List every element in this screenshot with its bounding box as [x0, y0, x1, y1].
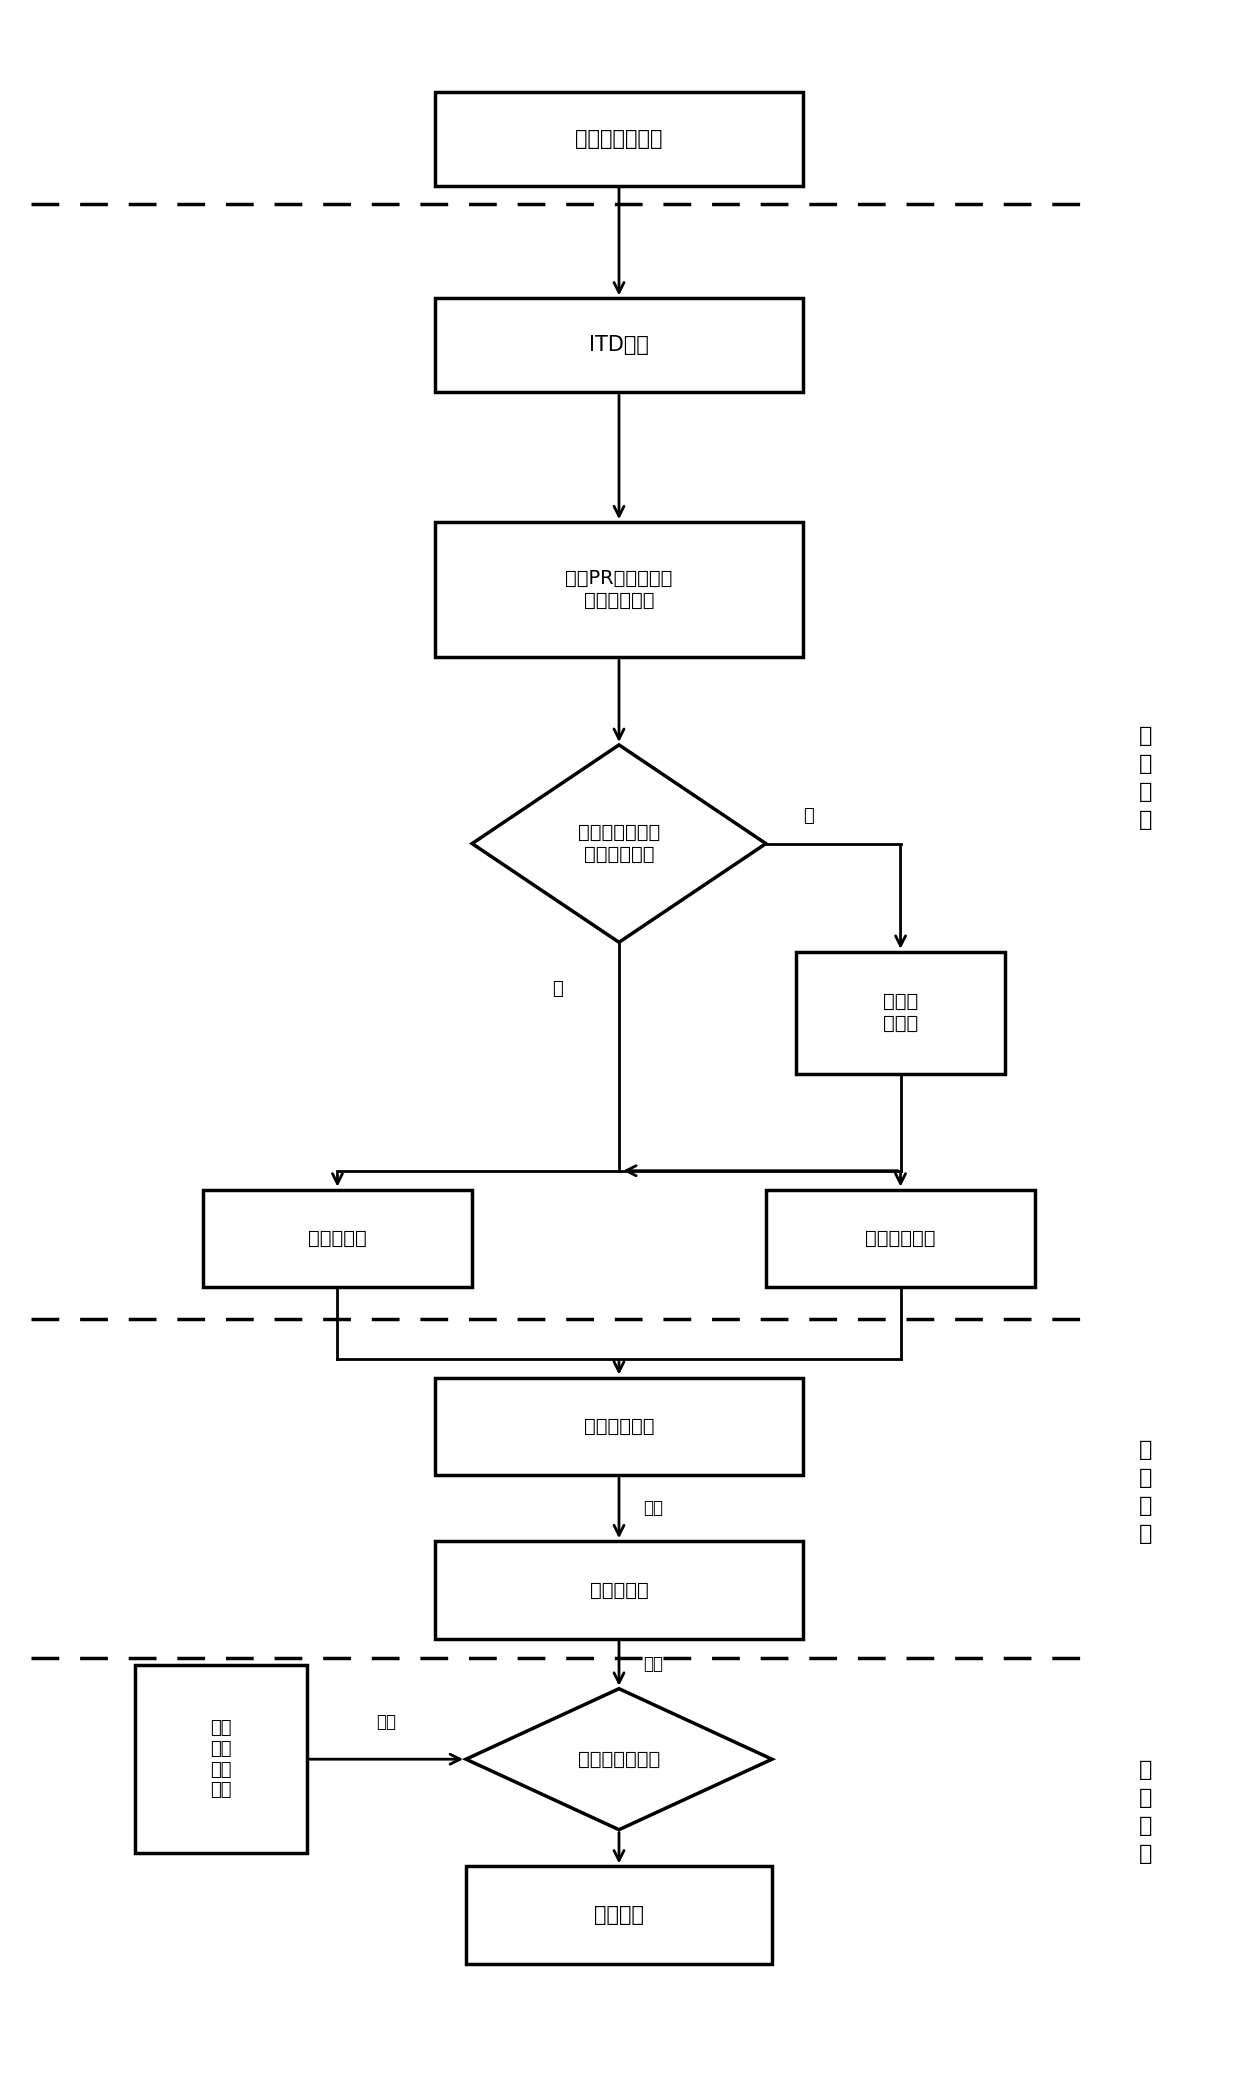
FancyBboxPatch shape — [436, 298, 802, 391]
Polygon shape — [472, 745, 766, 943]
Text: 故
障
识
别: 故 障 识 别 — [1139, 1759, 1153, 1863]
FancyBboxPatch shape — [135, 1666, 307, 1853]
Text: 测试
集的
主元
特征: 测试 集的 主元 特征 — [210, 1720, 232, 1799]
Text: 降维: 降维 — [644, 1499, 664, 1518]
Text: 计算PR分量与原信
号的相关系数: 计算PR分量与原信 号的相关系数 — [566, 568, 672, 610]
FancyBboxPatch shape — [766, 1189, 1035, 1287]
FancyBboxPatch shape — [436, 1378, 802, 1476]
Text: 主
元
分
析: 主 元 分 析 — [1139, 1441, 1153, 1545]
FancyBboxPatch shape — [203, 1189, 472, 1287]
Text: 是: 是 — [552, 981, 563, 997]
Text: 训练: 训练 — [644, 1655, 664, 1672]
Text: ITD分解: ITD分解 — [589, 335, 649, 356]
Text: 验证: 验证 — [376, 1713, 396, 1730]
Text: 剔除虚
假分量: 剔除虚 假分量 — [883, 993, 919, 1033]
Polygon shape — [465, 1689, 773, 1830]
Text: 核主成分分析: 核主成分分析 — [584, 1418, 654, 1437]
Text: 否: 否 — [803, 808, 815, 824]
Text: 设定阈值并判断
是否超过阈值: 设定阈值并判断 是否超过阈值 — [578, 822, 660, 864]
Text: 特
征
提
取: 特 征 提 取 — [1139, 727, 1153, 831]
Text: 训练集振动信号: 训练集振动信号 — [576, 129, 662, 148]
Text: 计算时域特征: 计算时域特征 — [865, 1228, 936, 1247]
FancyBboxPatch shape — [796, 951, 1004, 1074]
Text: 输出结果: 输出结果 — [594, 1905, 644, 1926]
FancyBboxPatch shape — [465, 1865, 773, 1963]
Text: 主元特征集: 主元特征集 — [589, 1580, 649, 1599]
Text: 计算能量熵: 计算能量熵 — [308, 1228, 366, 1247]
FancyBboxPatch shape — [436, 92, 802, 185]
Text: 在线极限学习机: 在线极限学习机 — [578, 1749, 660, 1770]
FancyBboxPatch shape — [436, 1541, 802, 1639]
FancyBboxPatch shape — [436, 523, 802, 658]
